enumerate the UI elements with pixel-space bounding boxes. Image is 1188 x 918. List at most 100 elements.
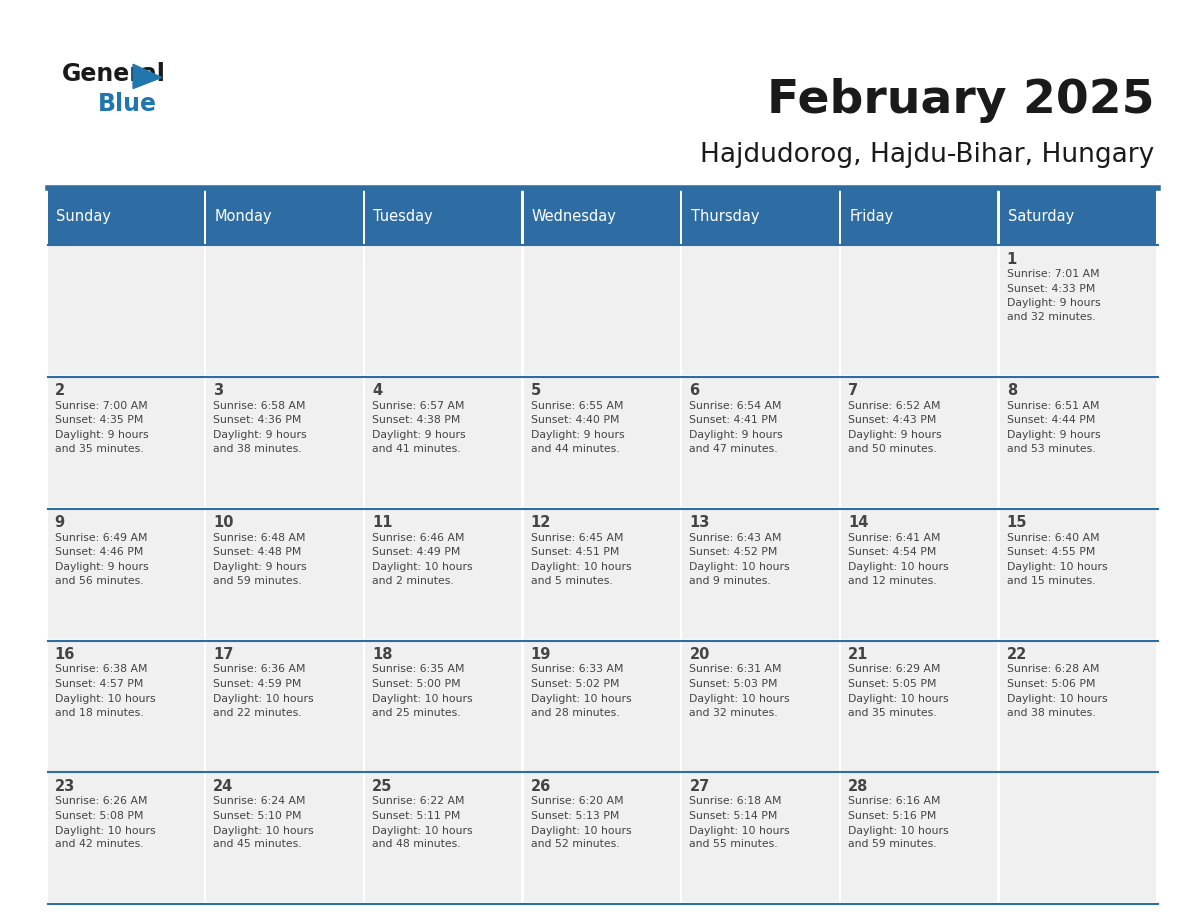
- Text: 25: 25: [372, 778, 392, 794]
- Bar: [682, 245, 839, 375]
- Text: Sunrise: 6:31 AM: Sunrise: 6:31 AM: [689, 665, 782, 675]
- Text: Monday: Monday: [215, 209, 272, 224]
- Text: and 59 minutes.: and 59 minutes.: [214, 576, 302, 586]
- Text: Daylight: 9 hours: Daylight: 9 hours: [848, 431, 942, 440]
- Text: 4: 4: [372, 384, 383, 398]
- Text: and 38 minutes.: and 38 minutes.: [214, 444, 302, 453]
- Text: Tuesday: Tuesday: [373, 209, 432, 224]
- Text: and 38 minutes.: and 38 minutes.: [1006, 708, 1095, 718]
- Text: 22: 22: [1006, 647, 1026, 662]
- Bar: [682, 772, 839, 902]
- Text: Sunrise: 6:55 AM: Sunrise: 6:55 AM: [531, 401, 624, 410]
- Text: Sunset: 4:41 PM: Sunset: 4:41 PM: [689, 416, 778, 425]
- Bar: [365, 772, 522, 902]
- Text: and 59 minutes.: and 59 minutes.: [848, 839, 936, 849]
- Text: 23: 23: [55, 778, 75, 794]
- Bar: [207, 772, 362, 902]
- Bar: [841, 188, 997, 245]
- Text: Wednesday: Wednesday: [532, 209, 617, 224]
- Bar: [524, 641, 680, 770]
- Text: and 48 minutes.: and 48 minutes.: [372, 839, 461, 849]
- Text: Sunrise: 6:58 AM: Sunrise: 6:58 AM: [214, 401, 305, 410]
- Text: 21: 21: [848, 647, 868, 662]
- Bar: [48, 772, 204, 902]
- Text: Daylight: 9 hours: Daylight: 9 hours: [55, 431, 148, 440]
- Text: Sunset: 5:08 PM: Sunset: 5:08 PM: [55, 811, 143, 821]
- Text: and 44 minutes.: and 44 minutes.: [531, 444, 619, 453]
- Text: Sunrise: 7:00 AM: Sunrise: 7:00 AM: [55, 401, 147, 410]
- Text: and 56 minutes.: and 56 minutes.: [55, 576, 144, 586]
- Text: and 41 minutes.: and 41 minutes.: [372, 444, 461, 453]
- Bar: [682, 377, 839, 507]
- Text: Daylight: 10 hours: Daylight: 10 hours: [848, 562, 949, 572]
- Bar: [207, 641, 362, 770]
- Text: Sunset: 4:49 PM: Sunset: 4:49 PM: [372, 547, 461, 557]
- Text: 13: 13: [689, 515, 709, 531]
- Bar: [48, 641, 204, 770]
- Bar: [841, 772, 997, 902]
- Text: 12: 12: [531, 515, 551, 531]
- Text: Daylight: 10 hours: Daylight: 10 hours: [531, 825, 631, 835]
- Text: Sunset: 4:38 PM: Sunset: 4:38 PM: [372, 416, 461, 425]
- Text: Daylight: 10 hours: Daylight: 10 hours: [848, 825, 949, 835]
- Text: and 22 minutes.: and 22 minutes.: [214, 708, 302, 718]
- Text: 28: 28: [848, 778, 868, 794]
- Text: Thursday: Thursday: [690, 209, 759, 224]
- Bar: [207, 188, 362, 245]
- Text: Sunrise: 6:41 AM: Sunrise: 6:41 AM: [848, 532, 941, 543]
- Text: Saturday: Saturday: [1007, 209, 1074, 224]
- Text: 16: 16: [55, 647, 75, 662]
- Text: Sunset: 4:36 PM: Sunset: 4:36 PM: [214, 416, 302, 425]
- Text: 5: 5: [531, 384, 541, 398]
- Text: Sunrise: 6:16 AM: Sunrise: 6:16 AM: [848, 796, 941, 806]
- Bar: [365, 245, 522, 375]
- Text: Daylight: 10 hours: Daylight: 10 hours: [214, 694, 314, 704]
- Text: Sunrise: 6:45 AM: Sunrise: 6:45 AM: [531, 532, 624, 543]
- Text: 2: 2: [55, 384, 65, 398]
- Text: Daylight: 9 hours: Daylight: 9 hours: [1006, 298, 1100, 308]
- Bar: [48, 509, 204, 639]
- Bar: [999, 641, 1156, 770]
- Bar: [841, 641, 997, 770]
- Text: Friday: Friday: [849, 209, 893, 224]
- Bar: [365, 509, 522, 639]
- Text: Sunrise: 6:38 AM: Sunrise: 6:38 AM: [55, 665, 147, 675]
- Text: 6: 6: [689, 384, 700, 398]
- Bar: [48, 188, 204, 245]
- Text: Sunrise: 6:52 AM: Sunrise: 6:52 AM: [848, 401, 941, 410]
- Bar: [999, 245, 1156, 375]
- Bar: [524, 245, 680, 375]
- Text: Sunset: 5:10 PM: Sunset: 5:10 PM: [214, 811, 302, 821]
- Text: and 55 minutes.: and 55 minutes.: [689, 839, 778, 849]
- Text: Sunset: 4:54 PM: Sunset: 4:54 PM: [848, 547, 936, 557]
- Text: Sunrise: 6:43 AM: Sunrise: 6:43 AM: [689, 532, 782, 543]
- Bar: [207, 377, 362, 507]
- Text: Sunrise: 6:22 AM: Sunrise: 6:22 AM: [372, 796, 465, 806]
- Text: Daylight: 10 hours: Daylight: 10 hours: [55, 694, 156, 704]
- Text: and 32 minutes.: and 32 minutes.: [1006, 312, 1095, 322]
- Bar: [524, 377, 680, 507]
- Text: February 2025: February 2025: [767, 78, 1155, 123]
- Text: Sunrise: 6:46 AM: Sunrise: 6:46 AM: [372, 532, 465, 543]
- Text: Sunrise: 6:33 AM: Sunrise: 6:33 AM: [531, 665, 624, 675]
- Text: Sunrise: 6:48 AM: Sunrise: 6:48 AM: [214, 532, 305, 543]
- Text: and 2 minutes.: and 2 minutes.: [372, 576, 454, 586]
- Text: and 47 minutes.: and 47 minutes.: [689, 444, 778, 453]
- Text: Sunset: 4:55 PM: Sunset: 4:55 PM: [1006, 547, 1095, 557]
- Text: Daylight: 9 hours: Daylight: 9 hours: [214, 562, 307, 572]
- Text: Sunset: 4:43 PM: Sunset: 4:43 PM: [848, 416, 936, 425]
- Text: and 53 minutes.: and 53 minutes.: [1006, 444, 1095, 453]
- Text: 20: 20: [689, 647, 709, 662]
- Text: Sunrise: 6:18 AM: Sunrise: 6:18 AM: [689, 796, 782, 806]
- Text: 19: 19: [531, 647, 551, 662]
- Text: Sunrise: 6:20 AM: Sunrise: 6:20 AM: [531, 796, 624, 806]
- Text: Daylight: 9 hours: Daylight: 9 hours: [689, 431, 783, 440]
- Text: Daylight: 10 hours: Daylight: 10 hours: [689, 825, 790, 835]
- Text: Sunrise: 6:28 AM: Sunrise: 6:28 AM: [1006, 665, 1099, 675]
- Text: and 42 minutes.: and 42 minutes.: [55, 839, 144, 849]
- Text: 27: 27: [689, 778, 709, 794]
- Text: Sunrise: 6:29 AM: Sunrise: 6:29 AM: [848, 665, 941, 675]
- Text: 3: 3: [214, 384, 223, 398]
- Text: and 50 minutes.: and 50 minutes.: [848, 444, 937, 453]
- Text: Sunset: 5:06 PM: Sunset: 5:06 PM: [1006, 679, 1095, 689]
